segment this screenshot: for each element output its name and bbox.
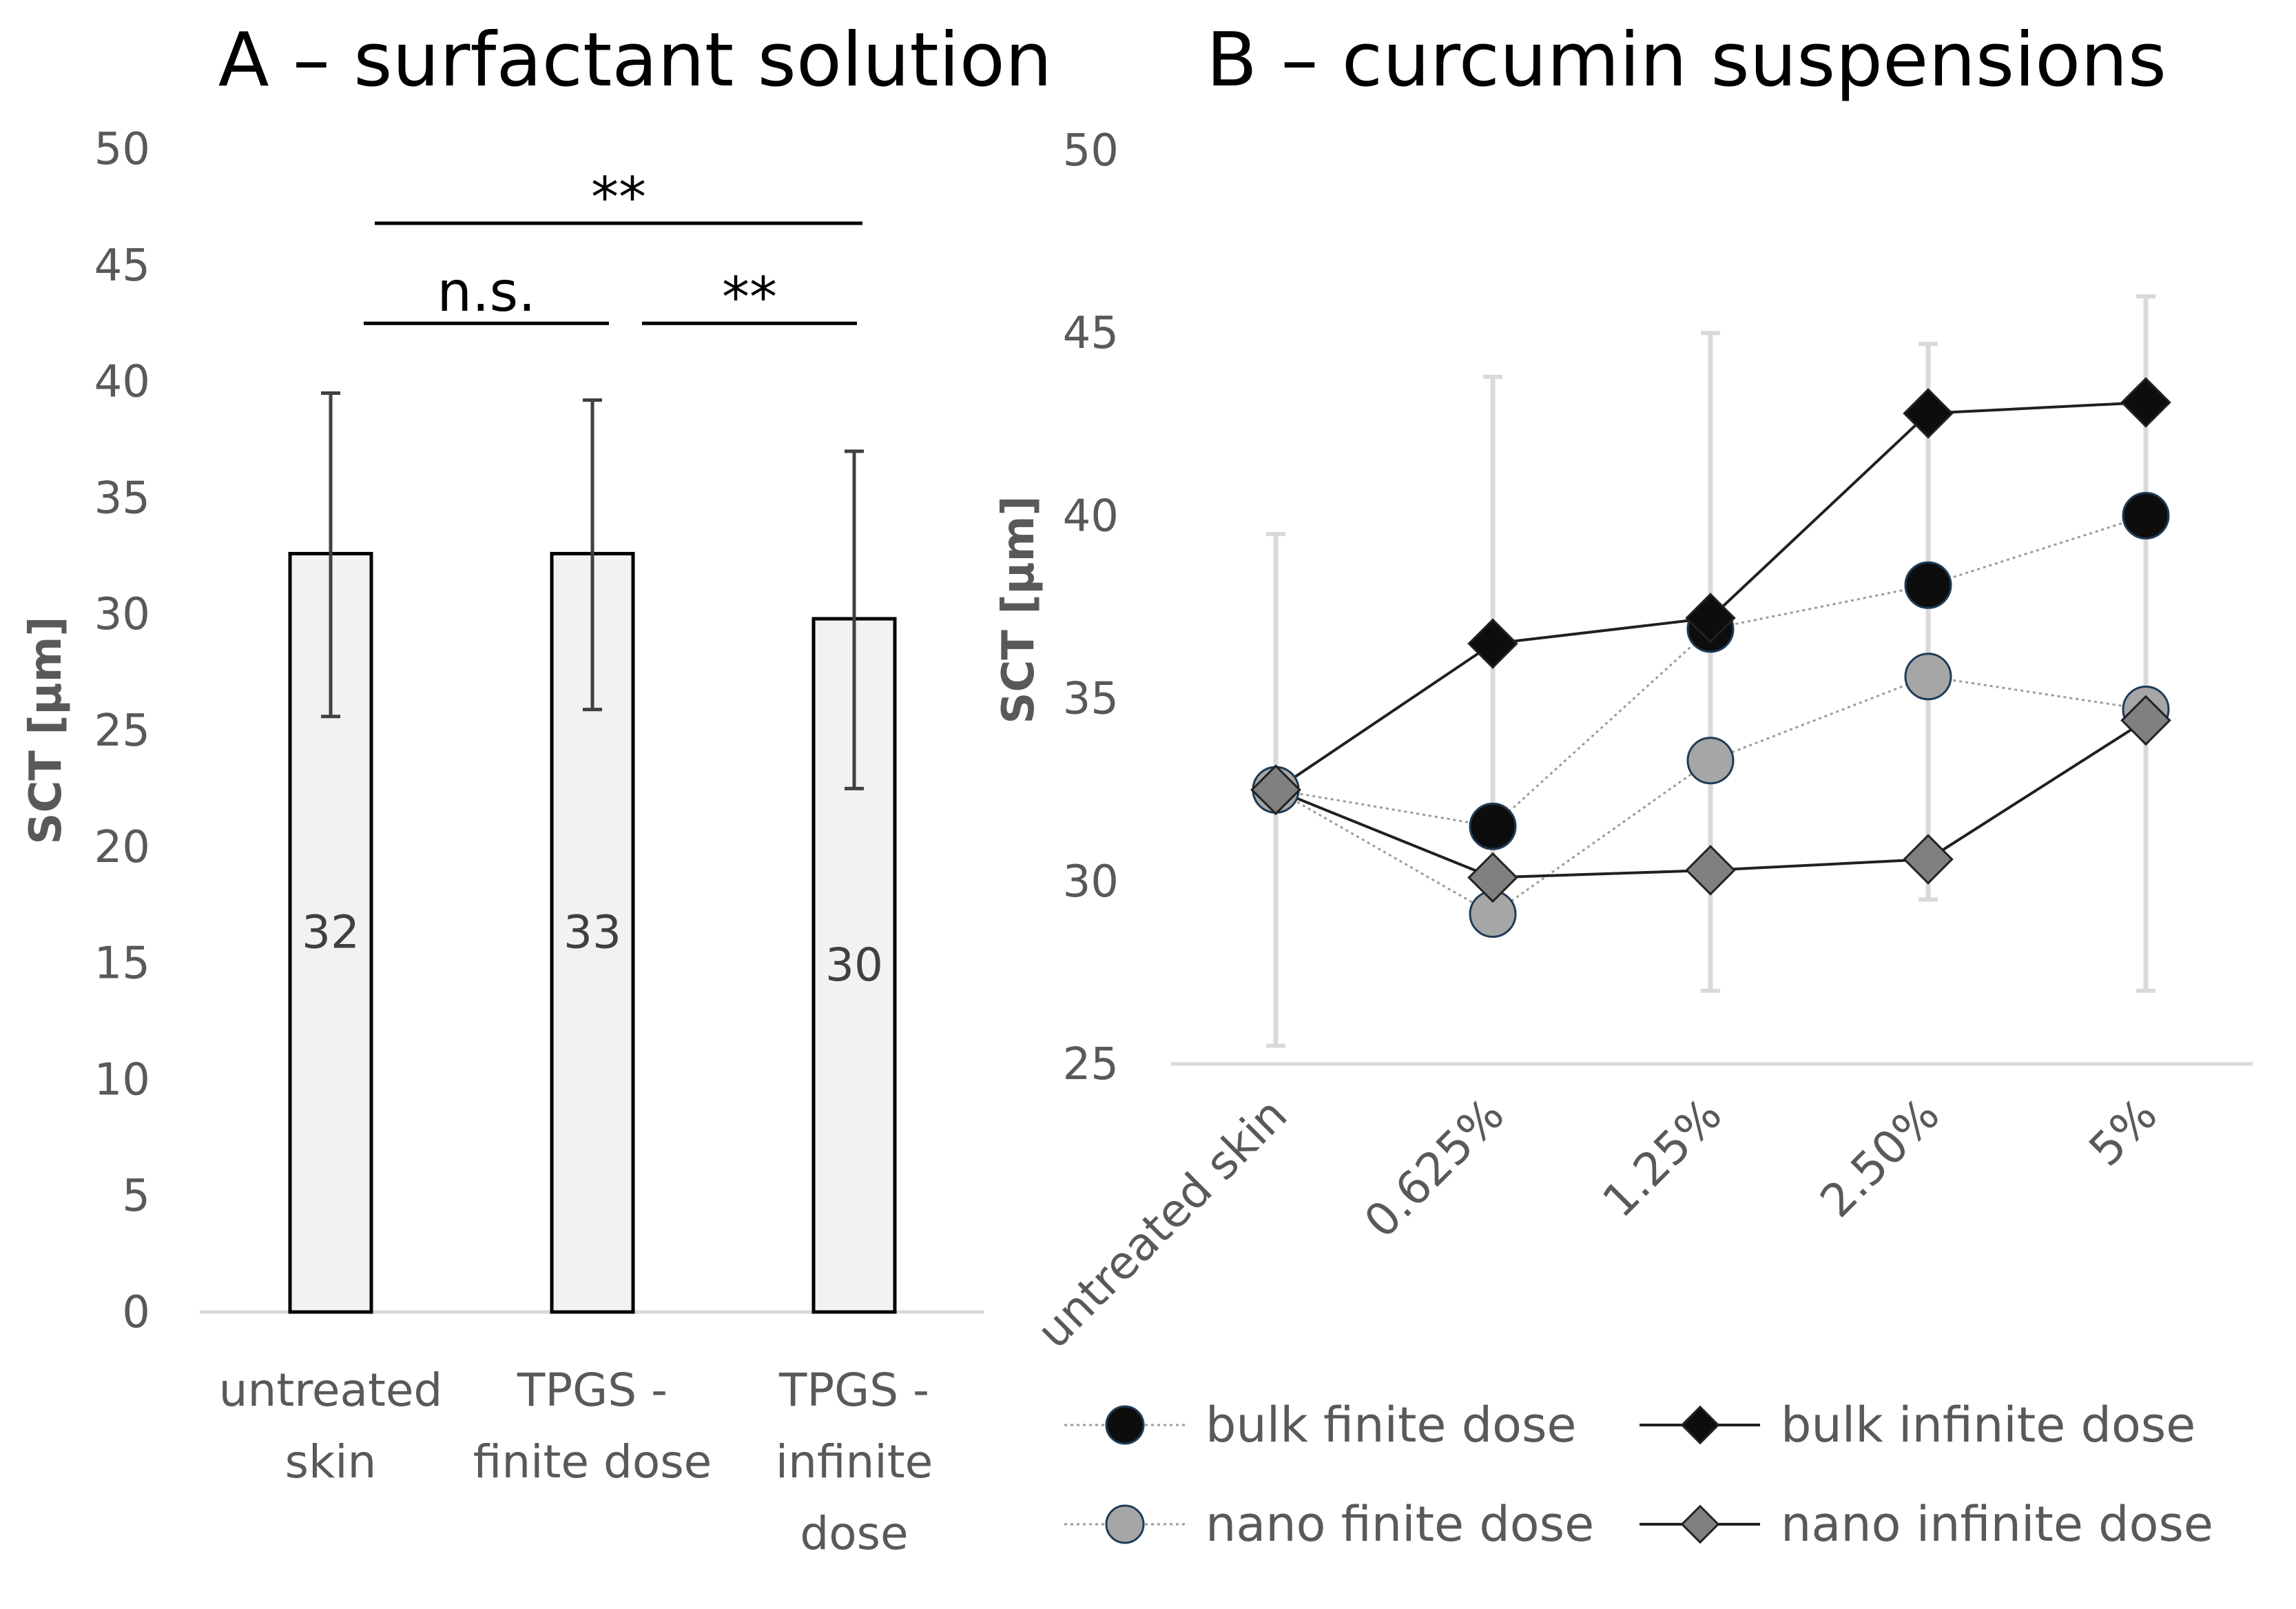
panel-a-y-tick-label: 25 bbox=[94, 706, 150, 757]
legend-label: nano infinite dose bbox=[1781, 1496, 2213, 1552]
panel-b-y-tick-label: 35 bbox=[1063, 674, 1119, 725]
panel-a-error-bars bbox=[321, 391, 864, 790]
panel-b-y-tick-label: 40 bbox=[1063, 491, 1119, 542]
panel-b-category-label: 2.50% bbox=[1810, 1088, 1950, 1228]
panel-a: A – surfactant solution SCT [µm] 0 5 10 15 2… bbox=[21, 17, 1052, 1560]
panel-b-category-label: 0.625% bbox=[1354, 1088, 1514, 1248]
panel-a-y-tick-label: 10 bbox=[94, 1054, 150, 1105]
panel-b-marker bbox=[1904, 561, 1952, 609]
panel-b-legend: bulk finite dose bulk infinite dose nano f… bbox=[1064, 1397, 2213, 1552]
panel-b-marker bbox=[1904, 653, 1952, 701]
panel-a-category-label: dose bbox=[800, 1507, 908, 1560]
panel-b-marker bbox=[2120, 695, 2171, 746]
panel-b-marker bbox=[1469, 802, 1517, 850]
legend-label: bulk infinite dose bbox=[1781, 1397, 2195, 1453]
panel-b-marker bbox=[1467, 852, 1518, 903]
panel-b-y-tick-labels: 25 30 35 40 45 50 bbox=[1063, 125, 1119, 1090]
panel-b-marker bbox=[1250, 764, 1301, 815]
panel-b-marker bbox=[1467, 618, 1518, 669]
panel-a-category-label: skin bbox=[285, 1435, 377, 1488]
panel-a-data-label: 33 bbox=[563, 906, 621, 959]
panel-a-data-label: 30 bbox=[825, 939, 883, 992]
panel-a-category-label: infinite bbox=[776, 1435, 933, 1488]
panel-a-significance-label: ** bbox=[591, 165, 646, 229]
legend-label: bulk finite dose bbox=[1206, 1397, 1577, 1453]
panel-b-y-tick-label: 50 bbox=[1063, 125, 1119, 176]
panel-a-y-axis-title: SCT [µm] bbox=[21, 616, 72, 844]
legend-marker bbox=[1680, 1405, 1720, 1445]
panel-b-title: B – curcumin suspensions bbox=[1206, 17, 2166, 103]
panel-b-category-label: 5% bbox=[2079, 1088, 2167, 1176]
legend-label: nano finite dose bbox=[1206, 1496, 1594, 1552]
panel-b-marker bbox=[2120, 377, 2171, 428]
panel-b-y-axis-title: SCT [µm] bbox=[993, 495, 1044, 724]
panel-a-y-tick-label: 45 bbox=[94, 240, 150, 291]
panel-b-y-tick-label: 30 bbox=[1063, 857, 1119, 908]
panel-a-significance-label: ** bbox=[722, 265, 777, 329]
panel-b-category-labels: untreated skin 0.625% 1.25% 2.50% 5% bbox=[1027, 1088, 2168, 1359]
panel-a-y-tick-label: 15 bbox=[94, 939, 150, 990]
panel-b-marker bbox=[1903, 834, 1954, 885]
panel-a-y-tick-label: 40 bbox=[94, 357, 150, 408]
panel-a-title: A – surfactant solution bbox=[218, 17, 1053, 103]
legend-marker bbox=[1105, 1504, 1145, 1544]
panel-b-category-label: untreated skin bbox=[1027, 1088, 1298, 1359]
panel-b-markers bbox=[1250, 377, 2171, 939]
panel-b-marker bbox=[1686, 737, 1735, 785]
panel-b: B – curcumin suspensions SCT [µm] 25 30 35… bbox=[993, 17, 2253, 1552]
panel-a-category-label: finite dose bbox=[473, 1435, 712, 1488]
panel-b-y-tick-label: 45 bbox=[1063, 308, 1119, 359]
panel-a-y-tick-label: 5 bbox=[122, 1171, 150, 1222]
panel-b-marker bbox=[1685, 845, 1736, 896]
panel-a-y-tick-labels: 0 5 10 15 20 25 30 35 40 45 50 bbox=[94, 124, 150, 1338]
panel-a-y-tick-label: 30 bbox=[94, 589, 150, 640]
panel-a-data-label: 32 bbox=[302, 906, 360, 959]
panel-a-category-labels: untreated skin TPGS - finite dose TPGS - infi… bbox=[219, 1364, 933, 1560]
panel-b-marker bbox=[1685, 593, 1736, 644]
panel-b-category-label: 1.25% bbox=[1593, 1088, 1733, 1228]
panel-a-significance-label: n.s. bbox=[437, 260, 535, 324]
legend-marker bbox=[1680, 1504, 1720, 1544]
legend-marker bbox=[1105, 1405, 1145, 1445]
panel-b-y-tick-label: 25 bbox=[1063, 1039, 1119, 1090]
panel-a-y-tick-label: 50 bbox=[94, 124, 150, 175]
panel-a-y-tick-label: 0 bbox=[122, 1287, 150, 1338]
panel-a-y-tick-label: 20 bbox=[94, 822, 150, 873]
panel-a-category-label: untreated bbox=[219, 1364, 443, 1417]
panel-a-category-label: TPGS - bbox=[517, 1364, 668, 1417]
panel-a-significance: n.s. ** ** bbox=[364, 165, 862, 329]
panel-a-category-label: TPGS - bbox=[778, 1364, 929, 1417]
panel-a-data-labels: 32 33 30 bbox=[302, 906, 883, 992]
panel-a-y-tick-label: 35 bbox=[94, 473, 150, 524]
panel-b-marker bbox=[2122, 491, 2170, 540]
panel-b-marker bbox=[1903, 388, 1954, 439]
